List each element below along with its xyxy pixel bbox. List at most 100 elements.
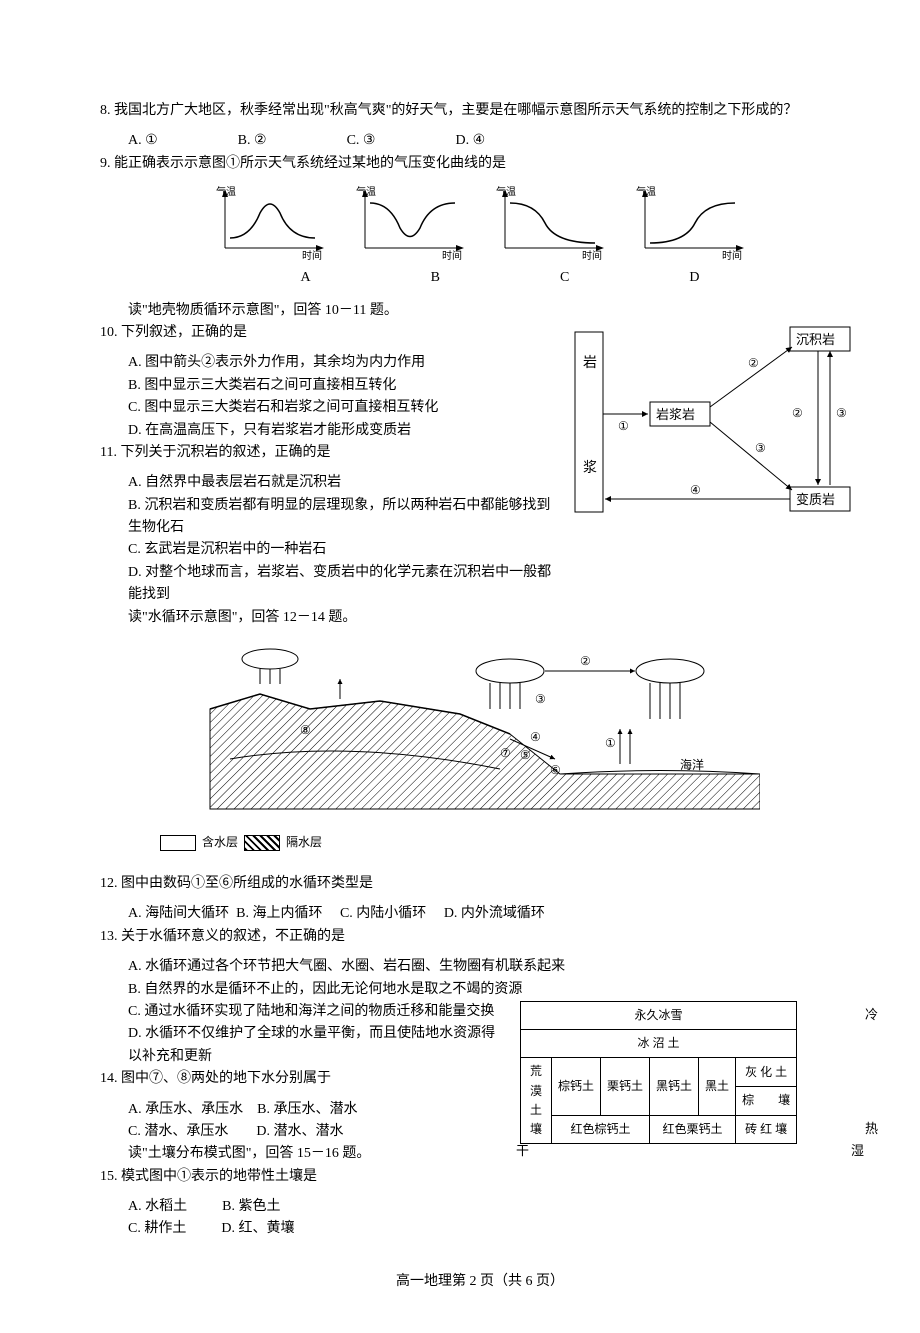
soil-row-ice: 永久冰雪 [521, 1001, 797, 1029]
svg-text:④: ④ [530, 730, 541, 744]
chart-a: 气温 时间 [210, 183, 330, 263]
legend-aquifer-swatch [160, 835, 196, 851]
q15-number: 15. [100, 1169, 118, 1184]
q12-opt-a: A. 海陆间大循环 [128, 906, 229, 921]
question-11: 11. 下列关于沉积岩的叙述，正确的是 [100, 442, 558, 464]
q12-opt-d: D. 内外流域循环 [444, 906, 545, 921]
q10-number: 10. [100, 325, 118, 340]
svg-text:⑧: ⑧ [300, 723, 311, 737]
q8-text: 我国北方广大地区，秋季经常出现"秋高气爽"的好天气，主要是在哪幅示意图所示天气系… [114, 103, 797, 118]
svg-text:⑦: ⑦ [500, 746, 511, 760]
q9-text: 能正确表示示意图①所示天气系统经过某地的气压变化曲线的是 [114, 156, 506, 171]
q11-number: 11. [100, 445, 117, 460]
svg-text:时间: 时间 [442, 249, 462, 262]
q13-text: 关于水循环意义的叙述，不正确的是 [121, 929, 345, 944]
label-c: C [560, 267, 569, 289]
section-10-11: 10. 下列叙述，正确的是 A. 图中箭头②表示外力作用，其余均为内力作用 B.… [100, 322, 860, 607]
q13-opt-b: B. 自然界的水是循环不止的，因此无论何地水是取之不竭的资源 [100, 979, 860, 1001]
q13-opt-c: C. 通过水循环实现了陆地和海洋之间的物质迁移和能量交换 [100, 1001, 508, 1023]
svg-text:④: ④ [690, 483, 701, 497]
q15-opt-b: B. 紫色土 [222, 1199, 280, 1214]
svg-text:⑤: ⑤ [520, 748, 531, 762]
q11-text: 下列关于沉积岩的叙述，正确的是 [120, 445, 330, 460]
soil-b2: 红色栗钙土 [650, 1115, 736, 1144]
soil-c1: 棕钙土 [552, 1058, 601, 1115]
q9-chart-labels: A B C D [100, 267, 860, 289]
label-hot: 热 [865, 1119, 878, 1140]
svg-text:岩浆岩: 岩浆岩 [656, 407, 695, 422]
q8-options: A. ① B. ② C. ③ D. ④ [100, 130, 860, 152]
question-14: 14. 图中⑦、⑧两处的地下水分别属于 [100, 1068, 508, 1090]
intro-15-16: 读"土壤分布模式图"，回答 15－16 题。 [100, 1143, 508, 1165]
q15-text: 模式图中①表示的地带性土壤是 [121, 1169, 317, 1184]
q14-text: 图中⑦、⑧两处的地下水分别属于 [121, 1071, 331, 1086]
q12-text: 图中由数码①至⑥所组成的水循环类型是 [121, 876, 373, 891]
page-footer: 高一地理第 2 页（共 6 页） [100, 1271, 860, 1293]
q12-number: 12. [100, 876, 118, 891]
soil-r3: 砖 红 壤 [736, 1115, 797, 1144]
q13-number: 13. [100, 929, 118, 944]
label-b: B [431, 267, 440, 289]
q8-opt-d: D. ④ [455, 130, 485, 152]
svg-text:③: ③ [755, 441, 766, 455]
question-8: 8. 我国北方广大地区，秋季经常出现"秋高气爽"的好天气，主要是在哪幅示意图所示… [100, 100, 860, 122]
label-a: A [301, 267, 311, 289]
svg-text:时间: 时间 [302, 249, 322, 262]
svg-text:时间: 时间 [722, 249, 742, 262]
q13-opt-a: A. 水循环通过各个环节把大气圈、水圈、岩石圈、生物圈有机联系起来 [100, 956, 860, 978]
q12-opt-b: B. 海上内循环 [236, 906, 322, 921]
soil-b1: 红色棕钙土 [552, 1115, 650, 1144]
soil-desert: 荒漠土壤 [521, 1058, 552, 1144]
q8-number: 8. [100, 103, 111, 118]
q8-opt-c: C. ③ [347, 130, 376, 152]
label-wet: 湿 [851, 1141, 864, 1162]
q15-opts-2: C. 耕作土 D. 红、黄壤 [100, 1218, 508, 1240]
soil-distribution-table: 冷 热 干 湿 永久冰雪 冰 沼 土 荒漠土壤 棕钙土 栗钙土 黑钙土 黑土 灰… [520, 1001, 860, 1144]
svg-text:⑥: ⑥ [550, 763, 561, 777]
q15-opt-a: A. 水稻土 [128, 1199, 187, 1214]
q14-opts-2: C. 潜水、承压水 D. 潜水、潜水 [100, 1121, 508, 1143]
q11-opt-a: A. 自然界中最表层岩石就是沉积岩 [100, 472, 558, 494]
svg-text:②: ② [748, 356, 759, 370]
q11-opt-b: B. 沉积岩和变质岩都有明显的层理现象，所以两种岩石中都能够找到生物化石 [100, 495, 558, 540]
question-10: 10. 下列叙述，正确的是 [100, 322, 558, 344]
q12-options: A. 海陆间大循环 B. 海上内循环 C. 内陆小循环 D. 内外流域循环 [100, 903, 860, 925]
q9-charts: 气温 时间 气温 时间 气温 时间 气温 时间 [100, 183, 860, 263]
intro-12-14: 读"水循环示意图"，回答 12－14 题。 [100, 607, 860, 629]
svg-text:③: ③ [535, 692, 546, 706]
svg-text:沉积岩: 沉积岩 [796, 332, 835, 347]
svg-text:海洋: 海洋 [680, 757, 704, 772]
soil-c4: 黑土 [699, 1058, 736, 1115]
q10-opt-a: A. 图中箭头②表示外力作用，其余均为内力作用 [100, 352, 558, 374]
legend-aquifer: 含水层 [202, 833, 238, 852]
svg-text:①: ① [605, 736, 616, 750]
label-cold: 冷 [865, 1005, 878, 1026]
chart-b: 气温 时间 [350, 183, 470, 263]
soil-r2: 棕 壤 [736, 1086, 797, 1115]
q14-opt-a: A. 承压水、承压水 [128, 1102, 243, 1117]
question-12: 12. 图中由数码①至⑥所组成的水循环类型是 [100, 873, 860, 895]
rock-label: 岩 [583, 355, 597, 371]
q15-opt-c: C. 耕作土 [128, 1221, 186, 1236]
soil-row-tundra: 冰 沼 土 [521, 1030, 797, 1058]
q14-opt-b: B. 承压水、潜水 [257, 1102, 357, 1117]
q14-number: 14. [100, 1071, 118, 1086]
soil-c2: 栗钙土 [601, 1058, 650, 1115]
intro-10-11: 读"地壳物质循环示意图"，回答 10－11 题。 [100, 300, 860, 322]
svg-text:②: ② [792, 406, 803, 420]
magma-label: 浆 [583, 460, 597, 476]
q13-opt-d: D. 水循环不仅维护了全球的水量平衡，而且使陆地水资源得以补充和更新 [100, 1023, 508, 1068]
label-dry: 干 [516, 1141, 529, 1162]
q11-opt-d: D. 对整个地球而言，岩浆岩、变质岩中的化学元素在沉积岩中一般都能找到 [100, 562, 558, 607]
legend-impermeable-swatch [244, 835, 280, 851]
svg-text:①: ① [618, 419, 629, 433]
q10-opt-b: B. 图中显示三大类岩石之间可直接相互转化 [100, 375, 558, 397]
q9-number: 9. [100, 156, 111, 171]
svg-text:变质岩: 变质岩 [796, 492, 835, 507]
chart-c: 气温 时间 [490, 183, 610, 263]
svg-text:时间: 时间 [582, 249, 602, 262]
soil-c3: 黑钙土 [650, 1058, 699, 1115]
q14-opts-1: A. 承压水、承压水 B. 承压水、潜水 [100, 1099, 508, 1121]
rock-cycle-diagram: 岩 浆 沉积岩 岩浆岩 变质岩 ① ② ③ ② ③ ④ [570, 322, 860, 530]
q10-opt-c: C. 图中显示三大类岩石和岩浆之间可直接相互转化 [100, 397, 558, 419]
